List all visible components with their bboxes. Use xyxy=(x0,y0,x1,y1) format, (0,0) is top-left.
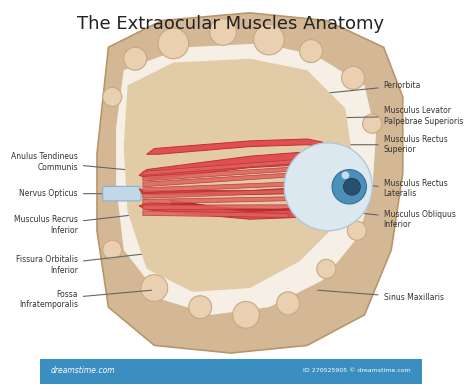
Text: Anulus Tendineus
Communis: Anulus Tendineus Communis xyxy=(11,152,142,172)
Circle shape xyxy=(254,24,284,55)
Polygon shape xyxy=(143,196,315,204)
Circle shape xyxy=(210,18,237,45)
Polygon shape xyxy=(143,158,315,175)
Circle shape xyxy=(344,178,360,195)
Polygon shape xyxy=(139,152,315,179)
Polygon shape xyxy=(116,44,376,315)
Text: Musculus Obliquus
Inferior: Musculus Obliquus Inferior xyxy=(348,209,456,229)
Text: ID 270525905 © dreamstime.com: ID 270525905 © dreamstime.com xyxy=(302,368,410,373)
Circle shape xyxy=(284,143,372,231)
Circle shape xyxy=(332,169,366,204)
Polygon shape xyxy=(143,166,315,181)
Circle shape xyxy=(363,114,382,133)
Text: Periorbita: Periorbita xyxy=(329,81,421,93)
Polygon shape xyxy=(146,139,322,154)
Text: Musculus Levator
Palpebrae Superioris: Musculus Levator Palpebrae Superioris xyxy=(329,106,463,126)
Text: Musculus Rectus
Lateralis: Musculus Rectus Lateralis xyxy=(360,179,447,198)
Polygon shape xyxy=(143,171,315,187)
Circle shape xyxy=(103,240,122,259)
Polygon shape xyxy=(124,59,353,292)
Circle shape xyxy=(277,292,300,315)
Circle shape xyxy=(103,87,122,107)
Text: Nervus Opticus: Nervus Opticus xyxy=(19,189,113,198)
FancyBboxPatch shape xyxy=(103,186,141,201)
Polygon shape xyxy=(97,13,403,353)
Circle shape xyxy=(342,66,365,89)
Text: Sinus Maxillaris: Sinus Maxillaris xyxy=(318,290,444,302)
Circle shape xyxy=(124,47,146,70)
Circle shape xyxy=(141,275,168,301)
Text: The Extraocular Muscles Anatomy: The Extraocular Muscles Anatomy xyxy=(77,15,384,33)
Circle shape xyxy=(342,171,349,179)
Text: Musculus Recrus
Inferior: Musculus Recrus Inferior xyxy=(14,212,159,235)
Bar xyxy=(40,359,422,383)
Text: Fissura Orbitalis
Inferior: Fissura Orbitalis Inferior xyxy=(16,254,144,275)
Circle shape xyxy=(189,296,211,319)
Polygon shape xyxy=(170,200,338,216)
Circle shape xyxy=(300,40,322,62)
Polygon shape xyxy=(143,205,315,210)
Circle shape xyxy=(233,301,259,328)
Polygon shape xyxy=(139,202,322,219)
Polygon shape xyxy=(139,185,346,194)
Circle shape xyxy=(158,28,189,59)
Polygon shape xyxy=(143,211,288,218)
Text: Musculus Rectus
Superior: Musculus Rectus Superior xyxy=(329,135,447,154)
Text: Fossa
Infratemporalis: Fossa Infratemporalis xyxy=(19,290,152,309)
Polygon shape xyxy=(143,181,315,192)
Polygon shape xyxy=(143,189,315,198)
Text: dreamstime.com: dreamstime.com xyxy=(51,367,116,375)
Circle shape xyxy=(317,259,336,278)
Circle shape xyxy=(347,221,366,240)
